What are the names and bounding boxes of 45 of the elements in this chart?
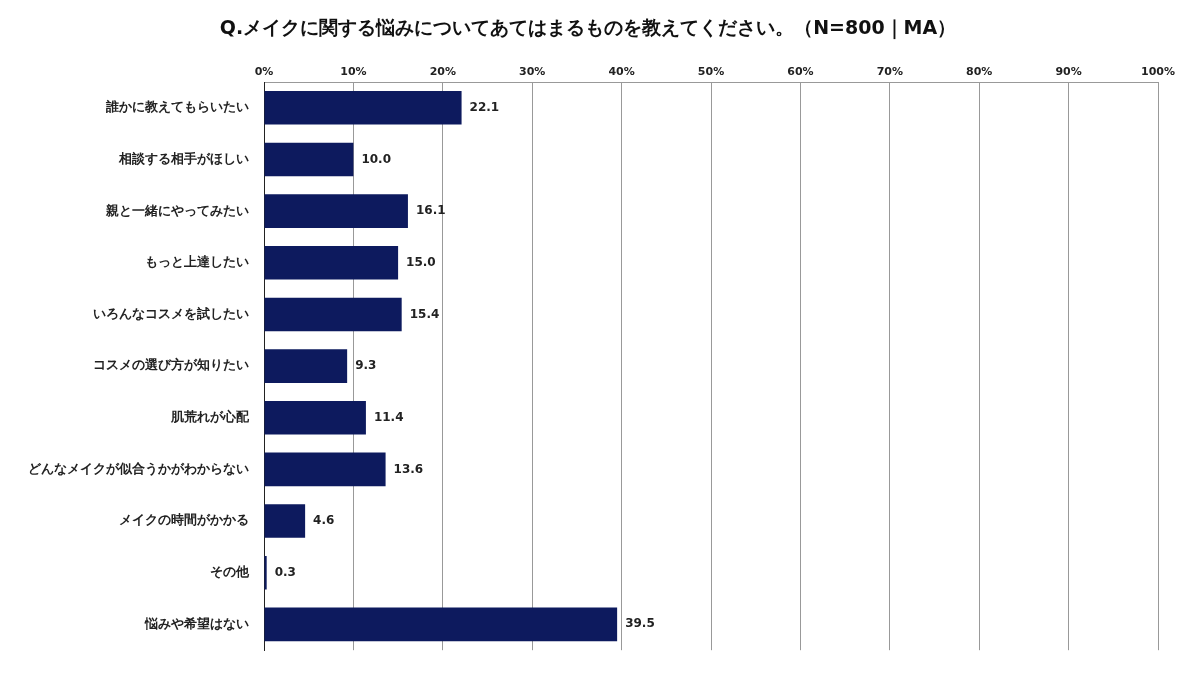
y-tick-label: 相談する相手がほしい [118,150,249,166]
bar [264,555,267,590]
y-tick-label: その他 [210,564,250,580]
y-tick-label: 誰かに教えてもらいたい [105,99,249,115]
bar [264,349,348,383]
bar [264,504,306,538]
bar [264,246,399,280]
data-label: 22.1 [469,99,500,114]
bar [264,400,366,435]
x-tick-label: 60% [787,65,814,79]
data-label: 15.4 [409,306,440,321]
bar [264,142,354,177]
y-tick-label: どんなメイクが似合うかがわからない [28,460,249,476]
x-tick-label: 40% [608,65,635,79]
data-label: 11.4 [373,409,404,424]
data-label: 39.5 [625,616,655,631]
x-tick-label: 0% [254,65,274,79]
x-tick-label: 20% [429,65,456,79]
bar [264,607,618,642]
data-label: 4.6 [313,513,335,528]
x-tick-label: 30% [519,65,546,79]
data-label: 16.1 [415,203,446,218]
y-tick-label: 肌荒れが心配 [170,409,250,425]
y-tick-label: 親と一緒にやってみたい [105,202,249,218]
chart-title: Q.メイクに関する悩みについてあてはまるものを教えてください。（N=800｜MA） [219,16,957,41]
bar [264,452,386,487]
data-label: 9.3 [355,358,377,373]
y-tick-label: メイクの時間がかかる [119,512,249,528]
bar [264,297,402,332]
data-label: 0.3 [274,564,296,579]
data-label: 13.6 [393,461,424,476]
y-tick-label: もっと上達したい [145,254,249,270]
x-tick-label: 90% [1055,65,1082,79]
y-tick-label: 悩みや希望はない [144,615,249,631]
bar [264,194,408,228]
bar [264,91,462,125]
x-tick-label: 50% [697,65,725,79]
x-tick-label: 80% [966,65,993,79]
data-label: 10.0 [361,151,392,166]
x-tick-label: 70% [876,65,903,79]
y-tick-label: コスメの選び方が知りたい [93,357,249,373]
x-tick-label: 10% [340,65,367,79]
x-tick-label: 100% [1141,65,1175,79]
data-label: 15.0 [406,254,436,269]
y-tick-label: いろんなコスメを試したい [93,305,249,321]
